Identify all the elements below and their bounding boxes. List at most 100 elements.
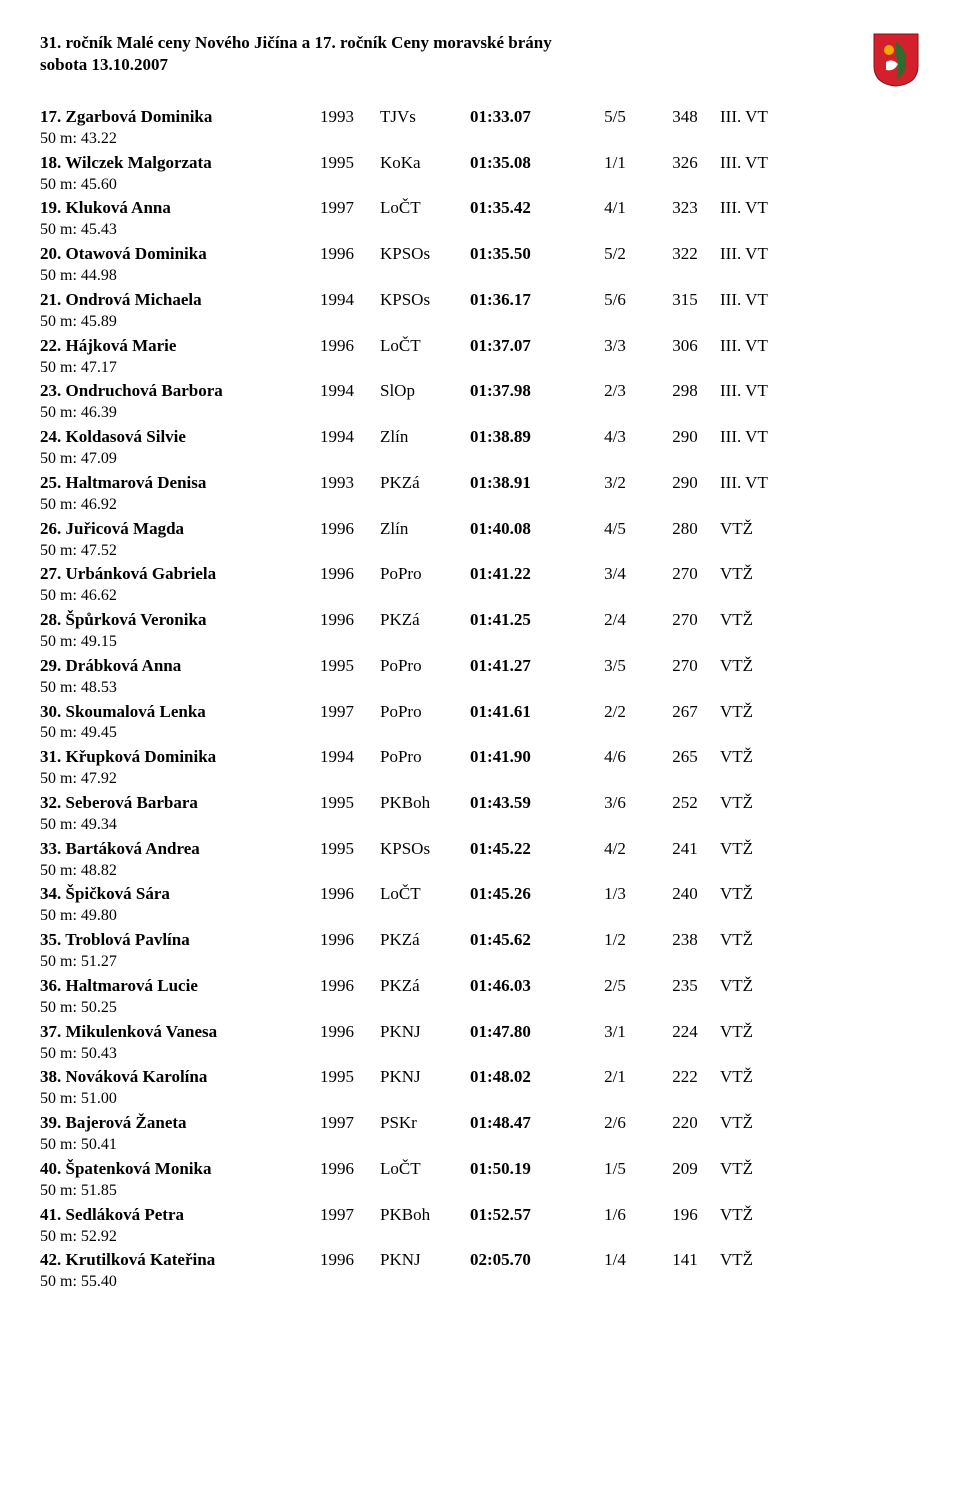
col-pts: 235 [650, 975, 720, 998]
col-club: LoČT [380, 1158, 470, 1181]
place-and-name: 24. Koldasová Silvie [40, 426, 320, 449]
place-and-name: 30. Skoumalová Lenka [40, 701, 320, 724]
col-year: 1996 [320, 883, 380, 906]
split-time: 50 m: 45.60 [40, 175, 920, 196]
place-and-name: 17. Zgarbová Dominika [40, 106, 320, 129]
split-time: 50 m: 45.43 [40, 220, 920, 241]
place-and-name: 37. Mikulenková Vanesa [40, 1021, 320, 1044]
col-class: III. VT [720, 197, 810, 220]
col-club: PKZá [380, 609, 470, 632]
col-pts: 265 [650, 746, 720, 769]
col-year: 1996 [320, 975, 380, 998]
col-year: 1995 [320, 655, 380, 678]
col-pts: 323 [650, 197, 720, 220]
result-row: 25. Haltmarová Denisa1993PKZá01:38.913/2… [40, 472, 920, 495]
col-pos: 4/6 [580, 746, 650, 769]
col-time: 01:35.42 [470, 197, 580, 220]
col-club: Zlín [380, 426, 470, 449]
col-pos: 3/3 [580, 335, 650, 358]
col-pos: 3/2 [580, 472, 650, 495]
col-club: LoČT [380, 197, 470, 220]
col-time: 01:33.07 [470, 106, 580, 129]
place-and-name: 31. Křupková Dominika [40, 746, 320, 769]
col-time: 01:48.47 [470, 1112, 580, 1135]
col-year: 1996 [320, 609, 380, 632]
col-pos: 2/5 [580, 975, 650, 998]
place-and-name: 23. Ondruchová Barbora [40, 380, 320, 403]
col-pos: 4/2 [580, 838, 650, 861]
col-time: 01:47.80 [470, 1021, 580, 1044]
col-club: PKNJ [380, 1249, 470, 1272]
col-class: VTŽ [720, 975, 810, 998]
col-year: 1996 [320, 1249, 380, 1272]
title-line-1: 31. ročník Malé ceny Nového Jičína a 17.… [40, 32, 552, 54]
result-row: 33. Bartáková Andrea1995KPSOs01:45.224/2… [40, 838, 920, 861]
col-pts: 290 [650, 472, 720, 495]
split-time: 50 m: 46.39 [40, 403, 920, 424]
split-time: 50 m: 51.00 [40, 1089, 920, 1110]
result-row: 17. Zgarbová Dominika1993TJVs01:33.075/5… [40, 106, 920, 129]
split-time: 50 m: 49.15 [40, 632, 920, 653]
col-club: PKNJ [380, 1066, 470, 1089]
split-time: 50 m: 47.09 [40, 449, 920, 470]
col-time: 01:37.98 [470, 380, 580, 403]
result-row: 19. Kluková Anna1997LoČT01:35.424/1323II… [40, 197, 920, 220]
col-pts: 348 [650, 106, 720, 129]
col-pts: 238 [650, 929, 720, 952]
col-time: 01:48.02 [470, 1066, 580, 1089]
col-pos: 4/1 [580, 197, 650, 220]
col-club: TJVs [380, 106, 470, 129]
col-year: 1995 [320, 1066, 380, 1089]
result-row: 24. Koldasová Silvie1994Zlín01:38.894/32… [40, 426, 920, 449]
split-time: 50 m: 50.41 [40, 1135, 920, 1156]
col-time: 01:45.26 [470, 883, 580, 906]
split-time: 50 m: 55.40 [40, 1272, 920, 1293]
col-class: VTŽ [720, 883, 810, 906]
split-time: 50 m: 51.27 [40, 952, 920, 973]
col-pts: 306 [650, 335, 720, 358]
col-class: VTŽ [720, 1249, 810, 1272]
col-year: 1995 [320, 152, 380, 175]
col-pts: 280 [650, 518, 720, 541]
col-time: 01:41.22 [470, 563, 580, 586]
col-class: VTŽ [720, 792, 810, 815]
col-pos: 3/4 [580, 563, 650, 586]
results-list: 17. Zgarbová Dominika1993TJVs01:33.075/5… [40, 106, 920, 1293]
result-row: 21. Ondrová Michaela1994KPSOs01:36.175/6… [40, 289, 920, 312]
col-time: 01:38.91 [470, 472, 580, 495]
split-time: 50 m: 50.25 [40, 998, 920, 1019]
col-time: 01:35.50 [470, 243, 580, 266]
col-pts: 222 [650, 1066, 720, 1089]
result-row: 30. Skoumalová Lenka1997PoPro01:41.612/2… [40, 701, 920, 724]
split-time: 50 m: 43.22 [40, 129, 920, 150]
col-class: VTŽ [720, 1158, 810, 1181]
col-class: VTŽ [720, 609, 810, 632]
col-time: 01:45.62 [470, 929, 580, 952]
col-class: III. VT [720, 243, 810, 266]
place-and-name: 27. Urbánková Gabriela [40, 563, 320, 586]
col-class: III. VT [720, 152, 810, 175]
col-time: 01:41.27 [470, 655, 580, 678]
col-time: 01:36.17 [470, 289, 580, 312]
col-class: VTŽ [720, 1112, 810, 1135]
col-pos: 1/5 [580, 1158, 650, 1181]
col-time: 01:45.22 [470, 838, 580, 861]
col-time: 01:41.61 [470, 701, 580, 724]
col-year: 1996 [320, 1021, 380, 1044]
col-pts: 252 [650, 792, 720, 815]
result-row: 28. Špůrková Veronika1996PKZá01:41.252/4… [40, 609, 920, 632]
col-club: LoČT [380, 335, 470, 358]
place-and-name: 25. Haltmarová Denisa [40, 472, 320, 495]
page-header: 31. ročník Malé ceny Nového Jičína a 17.… [40, 32, 920, 88]
split-time: 50 m: 47.17 [40, 358, 920, 379]
col-year: 1993 [320, 106, 380, 129]
col-time: 02:05.70 [470, 1249, 580, 1272]
col-pos: 1/4 [580, 1249, 650, 1272]
col-pos: 3/1 [580, 1021, 650, 1044]
col-club: LoČT [380, 883, 470, 906]
result-row: 37. Mikulenková Vanesa1996PKNJ01:47.803/… [40, 1021, 920, 1044]
place-and-name: 19. Kluková Anna [40, 197, 320, 220]
split-time: 50 m: 46.62 [40, 586, 920, 607]
col-time: 01:40.08 [470, 518, 580, 541]
place-and-name: 41. Sedláková Petra [40, 1204, 320, 1227]
